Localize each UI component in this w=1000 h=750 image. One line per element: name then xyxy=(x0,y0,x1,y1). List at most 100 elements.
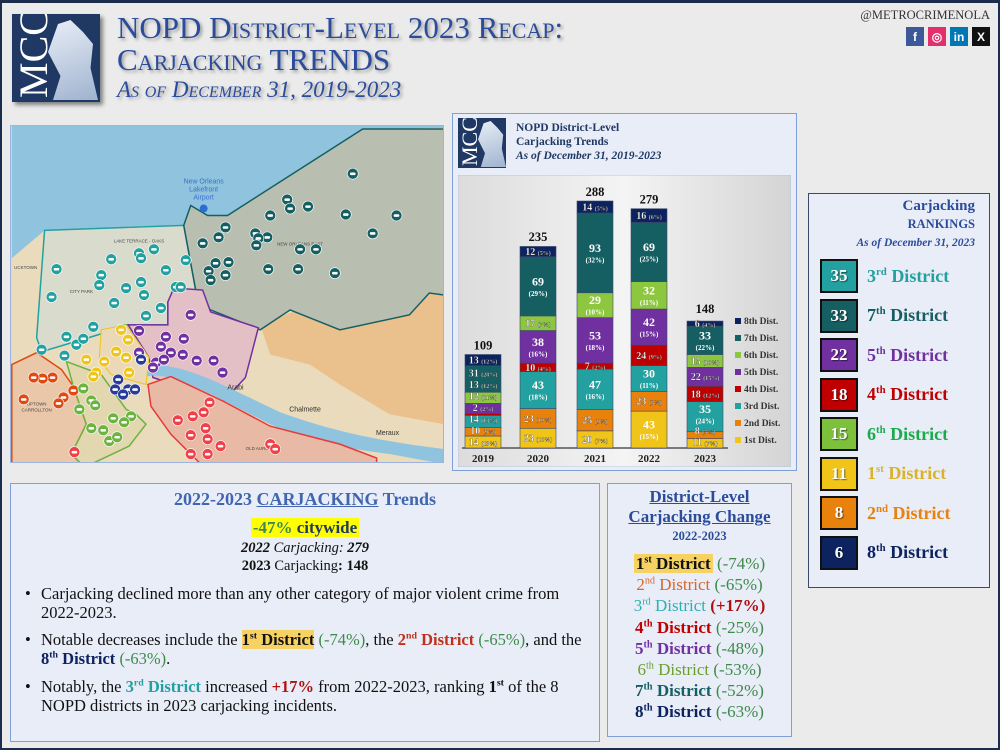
carjacking-marker[interactable] xyxy=(60,330,73,343)
carjacking-marker[interactable] xyxy=(184,309,197,321)
carjacking-marker[interactable] xyxy=(302,200,314,213)
car-icon xyxy=(80,387,87,390)
carjacking-marker[interactable] xyxy=(209,257,222,269)
carjacking-marker[interactable] xyxy=(105,253,117,265)
carjacking-marker[interactable] xyxy=(284,202,296,215)
carjacking-marker[interactable] xyxy=(216,366,229,379)
carjacking-marker[interactable] xyxy=(133,325,145,337)
carjacking-marker[interactable] xyxy=(36,372,49,385)
carjacking-marker[interactable] xyxy=(138,289,150,301)
carjacking-marker[interactable] xyxy=(35,343,48,356)
carjacking-marker[interactable] xyxy=(120,282,132,294)
carjacking-marker[interactable] xyxy=(165,346,177,359)
carjacking-marker[interactable] xyxy=(77,332,90,345)
carjacking-marker[interactable] xyxy=(222,256,235,268)
carjacking-marker[interactable] xyxy=(184,429,197,441)
x-icon[interactable]: X xyxy=(972,27,990,46)
carjacking-marker[interactable] xyxy=(89,399,102,412)
carjacking-marker[interactable] xyxy=(122,333,134,346)
carjacking-marker[interactable] xyxy=(110,345,122,358)
carjacking-marker[interactable] xyxy=(67,384,80,397)
carjacking-marker[interactable] xyxy=(155,302,167,314)
carjacking-marker[interactable] xyxy=(77,382,90,395)
carjacking-marker[interactable] xyxy=(264,209,277,222)
carjacking-marker[interactable] xyxy=(197,406,210,419)
carjacking-marker[interactable] xyxy=(155,340,167,353)
carjacking-marker[interactable] xyxy=(129,383,141,396)
carjacking-marker[interactable] xyxy=(269,443,281,455)
carjacking-marker[interactable] xyxy=(179,254,192,266)
carjacking-marker[interactable] xyxy=(117,388,129,401)
carjacking-marker[interactable] xyxy=(87,321,100,333)
carjacking-marker[interactable] xyxy=(184,448,197,460)
carjacking-marker[interactable] xyxy=(212,231,225,244)
carjacking-marker[interactable] xyxy=(115,324,127,336)
carjacking-marker[interactable] xyxy=(93,279,106,291)
carjacking-marker[interactable] xyxy=(17,393,30,406)
carjacking-marker[interactable] xyxy=(107,412,119,425)
carjacking-marker[interactable] xyxy=(250,239,263,252)
carjacking-marker[interactable] xyxy=(147,361,159,374)
district-map[interactable]: New Orleans Lakefront Airport LAKE TERRACE … xyxy=(10,125,444,463)
linkedin-icon[interactable]: in xyxy=(950,27,968,46)
carjacking-marker[interactable] xyxy=(111,431,123,443)
carjacking-marker[interactable] xyxy=(390,209,403,222)
carjacking-marker[interactable] xyxy=(68,446,81,458)
carjacking-marker[interactable] xyxy=(207,354,220,367)
carjacking-marker[interactable] xyxy=(80,353,93,366)
carjacking-marker[interactable] xyxy=(190,354,203,367)
carjacking-marker[interactable] xyxy=(87,370,100,383)
carjacking-marker[interactable] xyxy=(219,221,232,234)
carjacking-marker[interactable] xyxy=(201,448,214,460)
carjacking-marker[interactable] xyxy=(120,351,132,364)
carjacking-marker[interactable] xyxy=(112,373,124,386)
carjacking-marker[interactable] xyxy=(294,243,306,256)
carjacking-marker[interactable] xyxy=(203,396,216,409)
carjacking-marker[interactable] xyxy=(177,348,189,361)
carjacking-marker[interactable] xyxy=(201,433,214,445)
carjacking-marker[interactable] xyxy=(196,237,209,250)
carjacking-marker[interactable] xyxy=(175,281,187,293)
carjacking-marker[interactable] xyxy=(160,330,172,343)
carjacking-marker[interactable] xyxy=(340,208,352,221)
carjacking-marker[interactable] xyxy=(97,424,110,436)
carjacking-marker[interactable] xyxy=(123,366,135,379)
carjacking-marker[interactable] xyxy=(52,397,65,410)
carjacking-marker[interactable] xyxy=(329,267,341,279)
carjacking-marker[interactable] xyxy=(135,252,147,264)
carjacking-marker[interactable] xyxy=(45,291,58,303)
carjacking-marker[interactable] xyxy=(292,263,304,275)
carjacking-marker[interactable] xyxy=(219,269,232,281)
instagram-icon[interactable]: ◎ xyxy=(928,27,946,46)
airport-pin-icon[interactable] xyxy=(199,204,208,213)
carjacking-marker[interactable] xyxy=(262,263,275,275)
carjacking-marker[interactable] xyxy=(98,355,110,368)
carjacking-marker[interactable] xyxy=(135,276,147,288)
carjacking-marker[interactable] xyxy=(27,371,40,384)
carjacking-marker[interactable] xyxy=(85,422,98,434)
carjacking-marker[interactable] xyxy=(118,416,130,429)
carjacking-marker[interactable] xyxy=(140,310,152,322)
carjacking-marker[interactable] xyxy=(148,243,160,256)
carjacking-marker[interactable] xyxy=(172,414,184,427)
carjacking-marker[interactable] xyxy=(158,353,170,366)
carjacking-marker[interactable] xyxy=(50,263,63,275)
carjacking-marker[interactable] xyxy=(281,193,293,206)
carjacking-marker[interactable] xyxy=(108,297,120,309)
carjacking-marker[interactable] xyxy=(186,410,199,423)
carjacking-marker[interactable] xyxy=(310,243,322,256)
carjacking-marker[interactable] xyxy=(346,167,359,180)
carjacking-marker[interactable] xyxy=(160,264,172,276)
carjacking-marker[interactable] xyxy=(73,403,86,416)
carjacking-marker[interactable] xyxy=(199,422,212,434)
carjacking-marker[interactable] xyxy=(46,371,59,384)
carjacking-marker[interactable] xyxy=(58,349,71,362)
carjacking-marker[interactable] xyxy=(366,227,379,240)
carjacking-marker[interactable] xyxy=(204,274,217,286)
carjacking-marker[interactable] xyxy=(214,440,227,452)
facebook-icon[interactable]: f xyxy=(906,27,924,46)
carjacking-marker[interactable] xyxy=(177,332,190,345)
carjacking-marker[interactable] xyxy=(95,269,108,281)
carjacking-marker[interactable] xyxy=(135,353,147,366)
